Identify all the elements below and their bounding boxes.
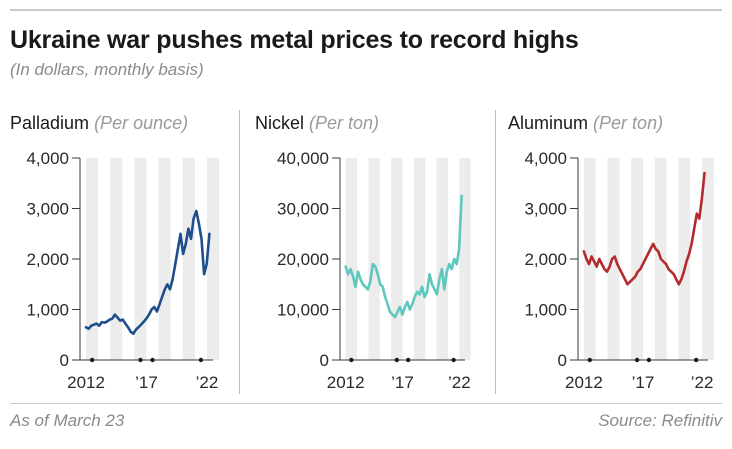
year-band <box>702 158 714 360</box>
x-tick-dot <box>405 357 411 363</box>
panel-title-palladium: Palladium (Per ounce) <box>10 113 188 134</box>
panel-divider <box>495 110 496 394</box>
panel-name: Aluminum <box>508 113 589 133</box>
y-tick-label: 20,000 <box>277 250 329 269</box>
aluminum-chart: 4,000 3,000 2,000 1,000 0 2012 ’17 ’22 <box>524 149 714 392</box>
x-tick-dot <box>451 357 456 363</box>
year-band <box>391 158 403 360</box>
y-tick-label: 0 <box>558 351 567 370</box>
x-tick-dot <box>138 357 143 363</box>
x-tick-dot <box>198 357 204 363</box>
year-band <box>631 158 643 360</box>
year-band <box>206 158 220 360</box>
year-band <box>368 158 380 360</box>
year-band <box>86 158 99 360</box>
x-tick-dot <box>394 357 400 363</box>
x-tick-label: 2012 <box>565 373 603 392</box>
x-tick-label: ’17 <box>135 373 158 392</box>
top-rule <box>10 9 722 11</box>
price-series-line <box>84 209 211 335</box>
x-tick-label: 2012 <box>327 373 365 392</box>
y-tick-label: 0 <box>320 351 329 370</box>
price-series-line <box>582 171 706 286</box>
year-band <box>110 158 123 360</box>
year-band <box>678 158 691 360</box>
y-tick-label: 0 <box>60 351 69 370</box>
bottom-rule <box>10 403 722 404</box>
x-tick-dot <box>587 357 593 363</box>
year-band <box>459 158 471 360</box>
y-tick-label: 1,000 <box>26 301 69 320</box>
y-tick-label: 2,000 <box>26 250 69 269</box>
year-band <box>134 158 147 360</box>
source-note: Source: Refinitiv <box>598 411 722 430</box>
palladium-chart: 4,000 3,000 2,000 1,000 0 2012 ’17 ’22 <box>26 149 220 392</box>
panel-unit: (Per ton) <box>593 113 664 133</box>
x-tick-dot <box>693 357 699 363</box>
x-tick-dot <box>150 357 155 363</box>
x-tick-label: ’22 <box>196 373 219 392</box>
year-band <box>345 158 358 360</box>
x-tick-dot <box>349 357 354 363</box>
x-tick-label: 2012 <box>67 373 105 392</box>
y-tick-label: 30,000 <box>277 200 329 219</box>
x-tick-dot <box>646 357 652 363</box>
y-tick-label: 3,000 <box>26 200 69 219</box>
panel-title-nickel: Nickel (Per ton) <box>255 113 379 134</box>
panel-name: Nickel <box>255 113 305 133</box>
y-tick-label: 10,000 <box>277 301 329 320</box>
y-tick-label: 4,000 <box>26 149 69 168</box>
x-tick-label: ’22 <box>448 373 471 392</box>
year-band <box>158 158 171 360</box>
panel-unit: (Per ton) <box>309 113 380 133</box>
panel-unit: (Per ounce) <box>94 113 189 133</box>
year-band <box>436 158 448 360</box>
chart-subtitle: (In dollars, monthly basis) <box>10 60 204 79</box>
price-series-line <box>344 194 463 319</box>
panel-divider <box>239 110 240 394</box>
x-tick-label: ’17 <box>632 373 655 392</box>
y-tick-label: 2,000 <box>524 250 567 269</box>
x-tick-label: ’17 <box>391 373 414 392</box>
y-tick-label: 3,000 <box>524 200 567 219</box>
as-of-note: As of March 23 <box>10 411 125 430</box>
year-band <box>413 158 426 360</box>
y-tick-label: 4,000 <box>524 149 567 168</box>
panel-title-aluminum: Aluminum (Per ton) <box>508 113 663 134</box>
chart-title: Ukraine war pushes metal prices to recor… <box>10 26 579 54</box>
year-band <box>182 158 195 360</box>
x-tick-dot <box>89 357 95 363</box>
y-tick-label: 40,000 <box>277 149 329 168</box>
y-tick-label: 1,000 <box>524 301 567 320</box>
x-tick-dot <box>634 357 640 363</box>
x-tick-label: ’22 <box>691 373 714 392</box>
panel-name: Palladium <box>10 113 90 133</box>
nickel-chart: 40,000 30,000 20,000 10,000 0 2012 ’17 ’22 <box>277 149 471 392</box>
